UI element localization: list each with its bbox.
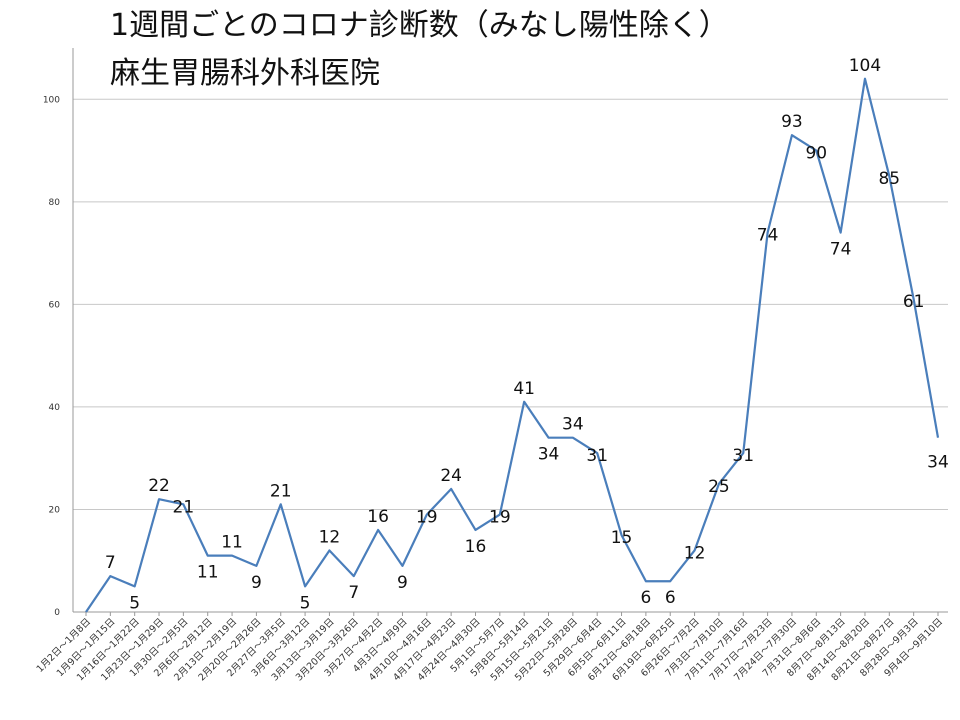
data-label: 41 [513, 379, 535, 399]
data-label: 90 [805, 144, 827, 164]
data-label: 31 [732, 446, 754, 466]
chart-title: 1週間ごとのコロナ診断数（みなし陽性除く） [110, 8, 729, 43]
series-line [85, 77, 940, 613]
data-label: 93 [781, 112, 803, 132]
y-tick-label: 20 [49, 505, 61, 515]
gridlines [73, 98, 948, 510]
data-label: 15 [611, 528, 633, 548]
data-label: 21 [173, 497, 195, 517]
x-axis-ticks: 1月2日～1月8日1月9日～1月15日1月16日～1月22日1月23日～1月29… [35, 612, 945, 683]
y-tick-label: 0 [54, 608, 60, 618]
data-label: 7 [105, 553, 116, 573]
data-label: 12 [684, 543, 706, 563]
y-axis-ticks: 0 20 40 60 80 100 [43, 95, 60, 618]
data-label: 74 [757, 226, 779, 246]
data-label: 19 [489, 508, 511, 528]
data-label: 12 [319, 527, 341, 547]
data-label: 104 [849, 56, 881, 76]
data-label: 7 [348, 583, 359, 603]
chart-subtitle: 麻生胃腸科外科医院 [110, 56, 380, 91]
data-label: 85 [878, 169, 900, 189]
y-tick-label: 40 [49, 403, 61, 413]
y-tick-label: 60 [49, 300, 61, 310]
y-tick-label: 100 [43, 95, 60, 105]
data-label: 21 [270, 481, 292, 501]
data-label: 5 [300, 593, 311, 613]
data-label: 61 [903, 292, 925, 312]
data-label: 6 [640, 588, 651, 608]
data-label: 9 [397, 573, 408, 593]
data-label: 34 [562, 415, 584, 435]
data-label: 74 [830, 240, 852, 260]
data-label: 25 [708, 477, 730, 497]
data-label: 9 [251, 573, 262, 593]
data-label: 16 [367, 507, 389, 527]
data-label: 22 [148, 476, 170, 496]
y-tick-label: 80 [49, 198, 61, 208]
data-label: 11 [197, 563, 219, 583]
data-label: 19 [416, 508, 438, 528]
data-label: 24 [440, 466, 462, 486]
data-label: 16 [465, 537, 487, 557]
data-label: 34 [927, 453, 949, 473]
data-label: 5 [129, 593, 140, 613]
data-label: 31 [586, 446, 608, 466]
data-label: 6 [665, 588, 676, 608]
data-label: 11 [221, 533, 243, 553]
data-label: 34 [538, 445, 560, 465]
